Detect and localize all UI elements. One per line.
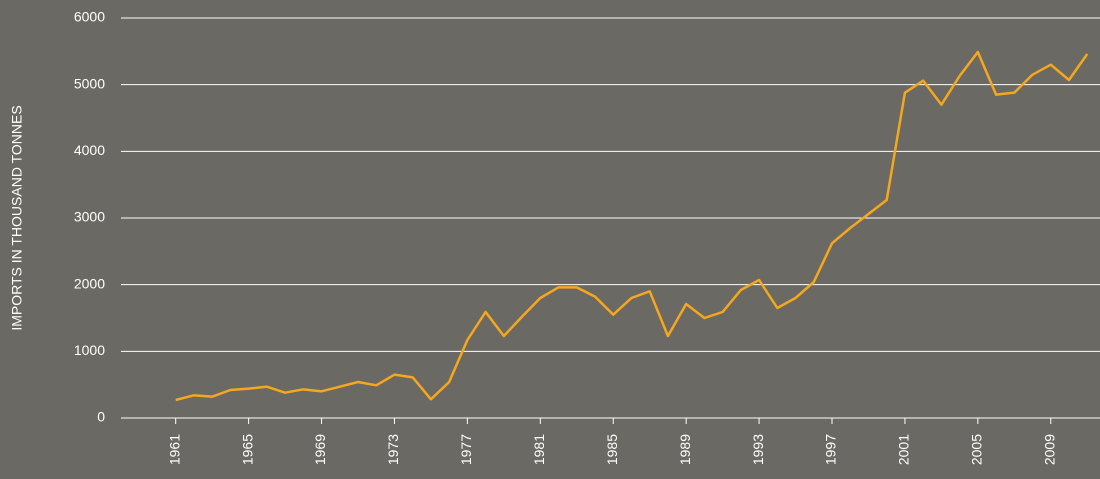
- x-tick-label: 1973: [385, 434, 401, 465]
- x-tick-label: 1965: [239, 434, 255, 465]
- y-tick-label: 2000: [74, 275, 105, 291]
- y-tick-label: 3000: [74, 209, 105, 225]
- x-tick-label: 2005: [969, 434, 985, 465]
- y-tick-label: 1000: [74, 342, 105, 358]
- y-axis-label: IMPORTS IN THOUSAND TONNES: [9, 105, 25, 330]
- x-tick-label: 2009: [1041, 434, 1057, 465]
- x-tick-label: 1997: [823, 434, 839, 465]
- x-tick-label: 1989: [677, 434, 693, 465]
- x-tick-label: 1981: [531, 434, 547, 465]
- x-tick-label: 1961: [166, 434, 182, 465]
- x-tick-label: 1985: [604, 434, 620, 465]
- x-tick-label: 1969: [312, 434, 328, 465]
- x-tick-label: 1977: [458, 434, 474, 465]
- x-tick-label: 1993: [750, 434, 766, 465]
- y-tick-label: 5000: [74, 75, 105, 91]
- data-line: [175, 50, 1089, 402]
- y-tick-label: 4000: [74, 142, 105, 158]
- y-tick-label: 6000: [74, 9, 105, 25]
- x-tick-label: 2001: [896, 434, 912, 465]
- y-tick-label: 0: [97, 409, 105, 425]
